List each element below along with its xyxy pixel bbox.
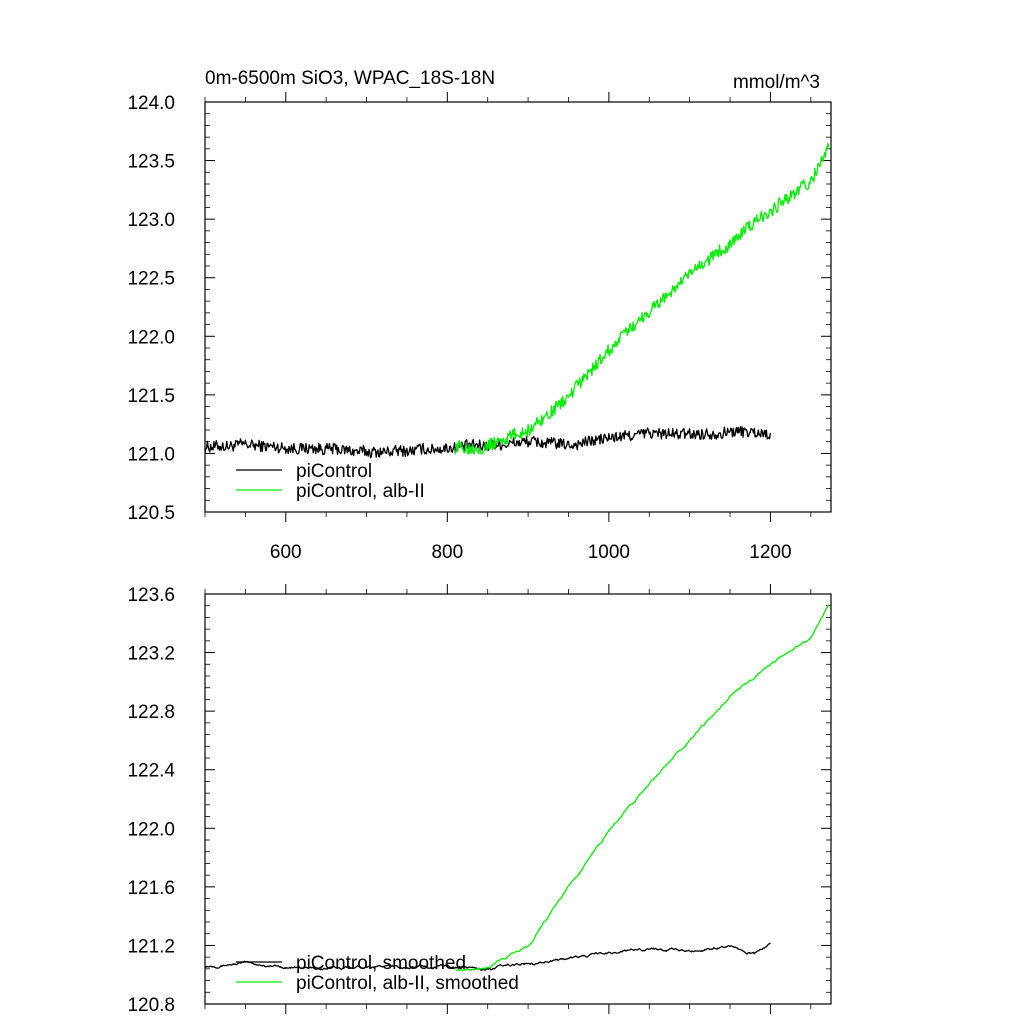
y-tick-label: 121.5	[127, 386, 175, 407]
top-panel-legend: piControl piControl, alb-II	[236, 461, 425, 502]
y-tick-label: 121.0	[127, 444, 175, 465]
y-tick-label: 123.2	[127, 644, 175, 665]
top-panel-title: 0m-6500m SiO3, WPAC_18S-18N	[205, 68, 495, 89]
y-tick-label: 123.5	[127, 152, 175, 173]
bottom-panel-legend: piControl, smoothed piControl, alb-II, s…	[236, 953, 519, 994]
y-tick-label: 122.4	[127, 761, 175, 782]
y-tick-label: 123.6	[127, 585, 175, 606]
legend-label-picontrol-alb-ii: piControl, alb-II	[296, 481, 425, 502]
top-panel-frame	[204, 101, 832, 513]
bottom-panel-frame	[204, 593, 832, 1005]
x-tick-label: 800	[431, 542, 463, 563]
series-line-1	[455, 604, 829, 972]
y-tick-label: 122.0	[127, 819, 175, 840]
series-line-1	[454, 142, 830, 455]
top-panel: 0m-6500m SiO3, WPAC_18S-18N mmol/m^3 120…	[127, 68, 832, 563]
y-tick-label: 122.8	[127, 702, 175, 723]
x-tick-label: 1200	[749, 542, 791, 563]
y-tick-label: 122.5	[127, 269, 175, 290]
y-tick-label: 120.5	[127, 503, 175, 524]
x-tick-label: 1000	[588, 542, 630, 563]
y-tick-label: 122.0	[127, 327, 175, 348]
y-tick-label: 121.6	[127, 878, 175, 899]
x-tick-label: 600	[270, 542, 302, 563]
legend-label-picontrol-alb-ii-smoothed: piControl, alb-II, smoothed	[296, 973, 519, 994]
y-tick-label: 121.2	[127, 936, 175, 957]
series-line-0	[204, 942, 771, 971]
y-tick-label: 123.0	[127, 210, 175, 231]
legend-label-picontrol: piControl	[296, 461, 372, 482]
bottom-panel: 120.8 121.2 121.6 122.0 122.4 122.8 123.2 123.6…	[127, 584, 832, 1016]
legend-label-picontrol-smoothed: piControl, smoothed	[296, 953, 466, 974]
y-tick-label: 124.0	[127, 93, 175, 114]
y-tick-label: 120.8	[127, 995, 175, 1016]
top-panel-units: mmol/m^3	[733, 72, 820, 93]
